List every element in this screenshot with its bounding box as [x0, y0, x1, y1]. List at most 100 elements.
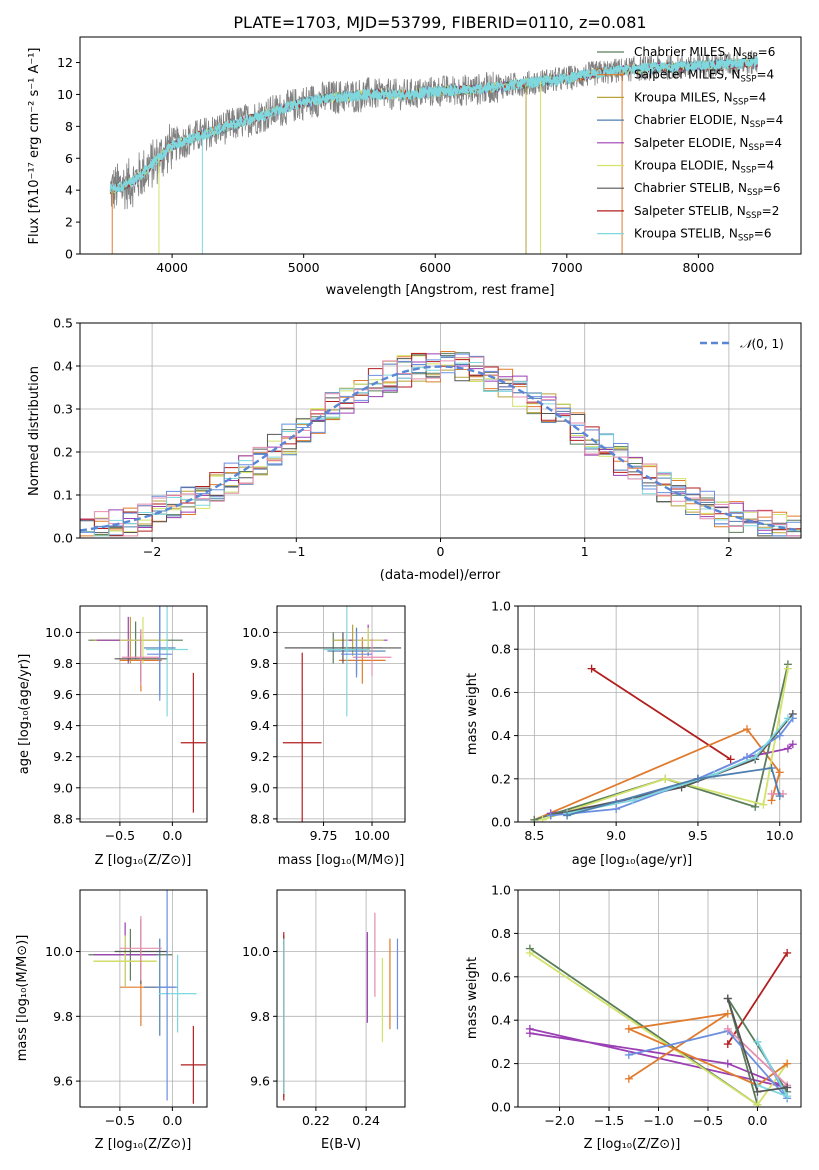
- legend-label: Chabrier STELIB, NSSP=6: [634, 181, 781, 198]
- mass-vs-Z-xtick-label: 0.0: [162, 1113, 182, 1128]
- spectrum-panel: PLATE=1703, MJD=53799, FIBERID=0110, z=0…: [27, 13, 802, 298]
- weight-vs-Z-plot-area: [525, 944, 792, 1107]
- mass-vs-ebv-ytick-label: 9.8: [250, 1009, 270, 1024]
- weight-vs-age-xtick-label: 8.5: [524, 828, 544, 843]
- age-vs-Z-xtick-label: 0.0: [162, 828, 182, 843]
- spectrum-plot-area: [109, 50, 759, 254]
- residuals-ytick-label: 0.3: [53, 402, 73, 417]
- weight-vs-Z-xtick-label: −1.5: [594, 1113, 624, 1128]
- mass-vs-Z-ytick-label: 9.8: [53, 1009, 73, 1024]
- mass-vs-Z-frame: [79, 889, 208, 1108]
- age-vs-mass-xtick-label: 10.00: [354, 828, 390, 843]
- residuals-ytick-label: 0.4: [53, 359, 73, 374]
- spectrum-xtick-label: 7000: [551, 260, 583, 275]
- weight-vs-Z-ytick-label: 1.0: [491, 883, 511, 898]
- age-vs-Z-ytick-label: 9.4: [53, 718, 73, 733]
- residuals-ytick-label: 0.0: [53, 531, 73, 546]
- weight-vs-Z-ytick-label: 0.0: [491, 1100, 511, 1115]
- mass-vs-metallicity-panel: Z [log₁₀(Z/Z⊙)] mass [log₁₀(M/M⊙)] −0.5 0…: [15, 889, 208, 1152]
- spectrum-ytick-label: 8: [65, 119, 73, 134]
- weight-vs-Z-ytick-label: 0.8: [491, 926, 511, 941]
- age-vs-Z-ytick-label: 9.2: [53, 749, 73, 764]
- spectrum-xtick-label: 6000: [419, 260, 451, 275]
- weight-vs-age-ytick-label: 0.0: [491, 815, 511, 830]
- weight-vs-Z-weight-line: [727, 1028, 788, 1086]
- spectrum-title: PLATE=1703, MJD=53799, FIBERID=0110, z=0…: [233, 13, 646, 32]
- weight-vs-age-weight-line: [534, 727, 781, 821]
- weight-vs-age-weight-line: [566, 766, 781, 817]
- legend-label: Salpeter ELODIE, NSSP=4: [634, 136, 782, 153]
- weight-vs-age-ytick-label: 0.8: [491, 642, 511, 657]
- age-vs-mass-ytick-label: 9.2: [250, 749, 270, 764]
- spectrum-ytick-label: 2: [65, 215, 73, 230]
- weight-vs-age-xtick-label: 9.5: [688, 828, 708, 843]
- legend-label: Salpeter STELIB, NSSP=2: [634, 204, 779, 221]
- mass-vs-ebv-plot-area: [283, 912, 399, 1101]
- mass-vs-ebv-frame: [276, 889, 406, 1108]
- weight-vs-age-ylabel: mass weight: [465, 673, 480, 755]
- residuals-frame: [79, 322, 802, 539]
- age-vs-mass-ytick-label: 9.8: [250, 656, 270, 671]
- spectrum-best-model-line: [109, 55, 759, 195]
- weight-vs-age-xtick-label: 10.0: [766, 828, 794, 843]
- legend-label: Chabrier MILES, NSSP=6: [634, 45, 775, 62]
- spectrum-xtick-label: 4000: [156, 260, 188, 275]
- mass-vs-Z-ytick-label: 10.0: [45, 944, 73, 959]
- spectrum-ytick-label: 6: [65, 151, 73, 166]
- mass-vs-ebv-ytick-label: 9.6: [250, 1074, 270, 1089]
- residuals-ytick-label: 0.1: [53, 488, 73, 503]
- mass-vs-ebv-ytick-label: 10.0: [242, 944, 270, 959]
- residuals-xtick-label: −2: [143, 544, 161, 559]
- legend-label: Kroupa ELODIE, NSSP=4: [634, 159, 774, 176]
- spectrum-xlabel: wavelength [Angstrom, rest frame]: [326, 283, 555, 298]
- residuals-xlabel: (data-model)/error: [380, 568, 501, 583]
- mass-vs-Z-xtick-label: −0.5: [105, 1113, 135, 1128]
- weight-vs-age-ytick-label: 0.2: [491, 771, 511, 786]
- age-vs-mass-ytick-label: 9.4: [250, 718, 270, 733]
- residuals-panel: (data-model)/error Normed distribution −…: [27, 316, 802, 583]
- spectrum-ytick-label: 10: [57, 87, 73, 102]
- age-vs-Z-ytick-label: 9.0: [53, 780, 73, 795]
- age-vs-mass-frame: [276, 605, 406, 823]
- normal-reference-curve: [80, 365, 801, 532]
- residual-histogram: [80, 356, 801, 537]
- spectrum-ylabel: Flux [fλ10⁻¹⁷ erg cm⁻² s⁻¹ A⁻¹]: [27, 48, 42, 245]
- weight-vs-Z-xtick-label: −0.5: [693, 1113, 723, 1128]
- residuals-xtick-label: 2: [725, 544, 733, 559]
- mass-vs-Z-ylabel: mass [log₁₀(M/M⊙)]: [15, 935, 30, 1062]
- weight-vs-Z-xlabel: Z [log₁₀(Z/Z⊙)]: [584, 1137, 681, 1152]
- weight-vs-Z-ylabel: mass weight: [465, 957, 480, 1039]
- weight-vs-age-ytick-label: 0.6: [491, 685, 511, 700]
- legend-label: Kroupa MILES, NSSP=4: [634, 90, 766, 107]
- weight-vs-age-frame: [517, 605, 802, 823]
- legend-label: Kroupa STELIB, NSSP=6: [634, 227, 772, 244]
- weight-vs-age-weight-line: [534, 664, 789, 821]
- weight-vs-age-weight-line: [550, 717, 794, 817]
- age-vs-mass-ytick-label: 9.0: [250, 780, 270, 795]
- weight-vs-age-weight-line: [542, 668, 789, 821]
- residuals-xtick-label: −1: [287, 544, 305, 559]
- age-vs-Z-ylabel: age [log₁₀(age/yr)]: [17, 654, 32, 775]
- age-vs-Z-xtick-label: −0.5: [105, 828, 135, 843]
- weight-vs-Z-xtick-label: 0.0: [748, 1113, 768, 1128]
- weight-vs-Z-frame: [517, 889, 802, 1108]
- weight-vs-Z-ytick-label: 0.6: [491, 969, 511, 984]
- weight-vs-age-ytick-label: 0.4: [491, 728, 511, 743]
- age-vs-mass-ytick-label: 10.0: [242, 625, 270, 640]
- legend-label: Salpeter MILES, NSSP=4: [634, 68, 774, 85]
- weight-vs-age-plot-area: [530, 660, 797, 822]
- age-vs-Z-ytick-label: 10.0: [45, 625, 73, 640]
- weight-vs-Z-ytick-label: 0.2: [491, 1056, 511, 1071]
- age-vs-Z-frame: [79, 605, 208, 823]
- age-vs-mass-ytick-label: 8.8: [250, 811, 270, 826]
- mass-vs-ebv-xtick-label: 0.24: [352, 1113, 380, 1128]
- age-vs-mass-panel: mass [log₁₀(M/M⊙)] 9.75 10.00 8.8 9.0 9.2 9.4…: [242, 605, 406, 868]
- legend-label: Chabrier ELODIE, NSSP=4: [634, 113, 783, 130]
- spectrum-xtick-label: 8000: [682, 260, 714, 275]
- mass-vs-ebv-xlabel: E(B-V): [321, 1137, 361, 1152]
- spectrum-ytick-label: 4: [65, 183, 73, 198]
- weight-vs-age-xlabel: age [log₁₀(age/yr)]: [572, 853, 693, 868]
- weight-vs-age-xtick-label: 9.0: [606, 828, 626, 843]
- age-vs-Z-plot-area: [88, 606, 206, 813]
